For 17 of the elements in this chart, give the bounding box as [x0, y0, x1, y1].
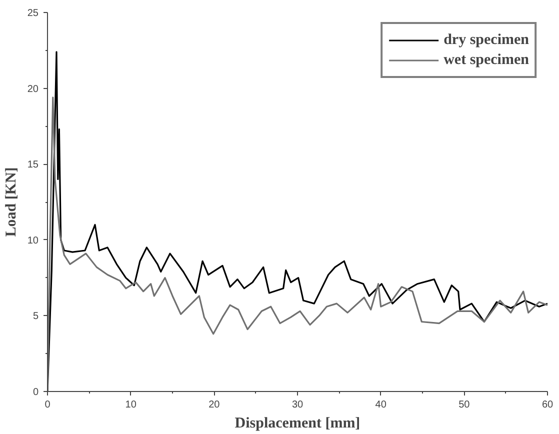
y-tick-label: 5: [32, 311, 39, 322]
x-tick-label: 30: [292, 400, 304, 410]
y-tick-label: 0: [32, 387, 39, 398]
x-tick-label: 50: [458, 400, 470, 410]
legend-label: dry specimen: [444, 32, 529, 48]
y-axis-title: Load [KN]: [3, 167, 20, 237]
x-axis-title: Displacement [mm]: [234, 416, 360, 432]
y-tick-label: 20: [27, 84, 39, 95]
y-tick-label: 10: [27, 235, 39, 246]
x-tick-label: 10: [125, 400, 137, 410]
legend-label: wet specimen: [444, 52, 529, 68]
x-tick-label: 0: [44, 400, 51, 410]
x-tick-label: 40: [375, 400, 387, 410]
y-tick-label: 15: [27, 160, 39, 171]
y-tick-label: 25: [27, 8, 39, 19]
x-tick-label: 60: [542, 400, 554, 410]
x-tick-label: 20: [208, 400, 220, 410]
